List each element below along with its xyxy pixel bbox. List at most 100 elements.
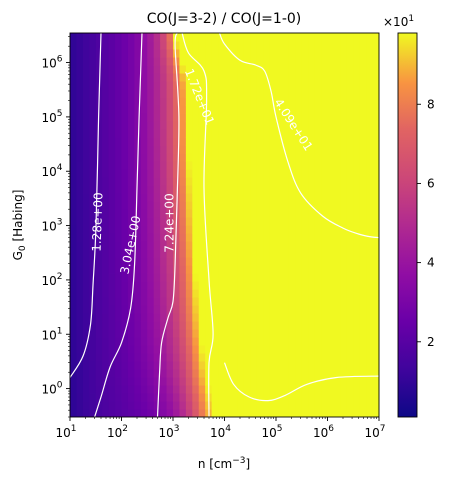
heatmap-cell	[295, 73, 303, 82]
heatmap-cell	[366, 249, 374, 258]
heatmap-cell	[147, 281, 155, 290]
heatmap-cell	[366, 409, 374, 417]
heatmap-cell	[70, 177, 77, 186]
heatmap-cell	[340, 105, 348, 114]
heatmap-cell	[192, 161, 200, 170]
heatmap-cell	[166, 153, 174, 162]
heatmap-cell	[224, 401, 232, 410]
heatmap-cell	[102, 89, 110, 98]
heatmap-cell	[372, 345, 379, 354]
heatmap-cell	[237, 113, 245, 122]
heatmap-cell	[140, 161, 148, 170]
heatmap-cell	[147, 81, 155, 90]
heatmap-cell	[102, 121, 110, 130]
heatmap-cell	[179, 305, 187, 314]
heatmap-cell	[230, 145, 238, 154]
y-tick-label: 101	[41, 326, 62, 342]
heatmap-cell	[89, 273, 97, 282]
heatmap-cell	[166, 177, 174, 186]
heatmap-cell	[269, 257, 277, 266]
heatmap-cell	[288, 209, 296, 218]
heatmap-cell	[314, 217, 322, 226]
heatmap-cell	[115, 169, 122, 178]
heatmap-cell	[333, 305, 341, 314]
heatmap-cell	[269, 281, 277, 290]
heatmap-cell	[82, 201, 90, 210]
heatmap-cell	[121, 361, 129, 370]
heatmap-cell	[301, 97, 309, 106]
heatmap-cell	[218, 201, 225, 210]
heatmap-cell	[372, 377, 379, 386]
heatmap-cell	[295, 313, 303, 322]
heatmap-cell	[276, 249, 283, 258]
heatmap-cell	[366, 377, 374, 386]
heatmap-cell	[269, 409, 277, 417]
heatmap-cell	[372, 89, 379, 98]
heatmap-cell	[263, 57, 271, 66]
heatmap-cell	[134, 321, 142, 330]
heatmap-cell	[250, 193, 258, 202]
heatmap-cell	[140, 233, 148, 242]
heatmap-cell	[321, 401, 328, 410]
heatmap-cell	[353, 113, 361, 122]
heatmap-cell	[237, 345, 245, 354]
heatmap-cell	[301, 369, 309, 378]
heatmap-cell	[256, 329, 264, 338]
heatmap-cell	[95, 345, 103, 354]
heatmap-cell	[333, 273, 341, 282]
heatmap-cell	[346, 129, 354, 138]
heatmap-cell	[70, 233, 77, 242]
heatmap-cell	[359, 121, 367, 130]
heatmap-cell	[192, 313, 200, 322]
heatmap-cell	[308, 193, 316, 202]
heatmap-cell	[359, 233, 367, 242]
heatmap-cell	[115, 265, 122, 274]
heatmap-cell	[185, 193, 193, 202]
heatmap-cell	[218, 297, 225, 306]
heatmap-cell	[127, 313, 135, 322]
heatmap-cell	[82, 209, 90, 218]
heatmap-cell	[140, 345, 148, 354]
heatmap-cell	[115, 305, 122, 314]
heatmap-cell	[372, 121, 379, 130]
heatmap-cell	[243, 241, 251, 250]
heatmap-cell	[173, 345, 180, 354]
heatmap-cell	[301, 81, 309, 90]
heatmap-cell	[224, 193, 232, 202]
heatmap-cell	[185, 65, 193, 74]
heatmap-cell	[102, 385, 110, 394]
heatmap-cell	[314, 297, 322, 306]
heatmap-cell	[301, 265, 309, 274]
heatmap-cell	[115, 241, 122, 250]
heatmap-cell	[173, 169, 180, 178]
heatmap-cell	[192, 377, 200, 386]
heatmap-cell	[301, 57, 309, 66]
heatmap-cell	[173, 33, 180, 42]
heatmap-cell	[153, 185, 161, 194]
heatmap-cell	[263, 225, 271, 234]
heatmap-cell	[179, 377, 187, 386]
heatmap-cell	[82, 105, 90, 114]
heatmap-cell	[359, 209, 367, 218]
heatmap-cell	[140, 33, 148, 42]
heatmap-cell	[282, 393, 290, 402]
heatmap-cell	[237, 89, 245, 98]
heatmap-cell	[282, 177, 290, 186]
heatmap-cell	[192, 241, 200, 250]
heatmap-cell	[179, 193, 187, 202]
y-axis-label-main: G	[11, 251, 25, 260]
heatmap-cell	[230, 129, 238, 138]
heatmap-cell	[121, 201, 129, 210]
heatmap-cell	[314, 97, 322, 106]
heatmap-cell	[237, 337, 245, 346]
heatmap-cell	[211, 161, 219, 170]
heatmap-cell	[205, 353, 213, 362]
heatmap-cell	[82, 113, 90, 122]
heatmap-cell	[179, 297, 187, 306]
heatmap-cell	[89, 401, 97, 410]
heatmap-cell	[134, 185, 142, 194]
heatmap-cell	[314, 105, 322, 114]
heatmap-cell	[218, 401, 225, 410]
heatmap-cell	[153, 137, 161, 146]
y-tick-label: 103	[41, 218, 62, 234]
